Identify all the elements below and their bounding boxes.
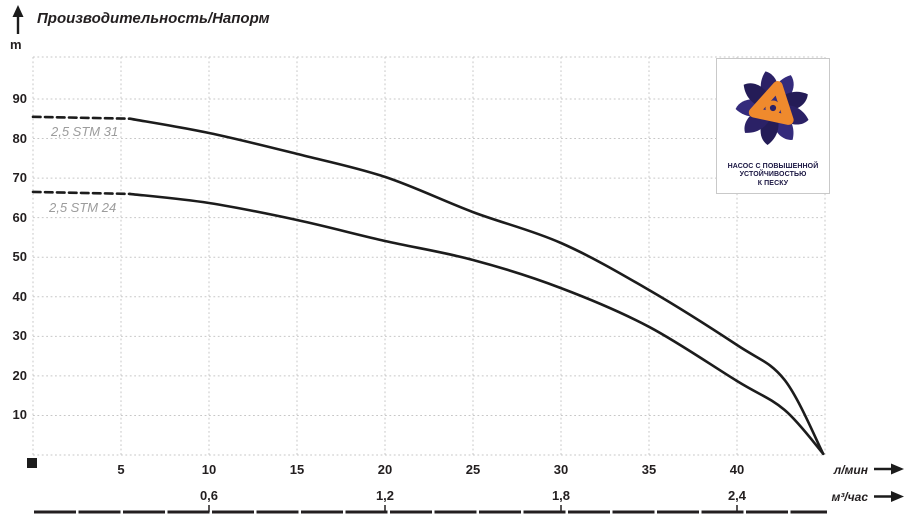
x-tick-lmin-label: 35 [641,462,657,477]
axis-unit-m3h: м³/час [831,490,868,504]
x-tick-lmin-label: 25 [465,462,481,477]
sand-resistance-badge: НАСОС С ПОВЫШЕННОЙ УСТОЙЧИВОСТЬЮ К ПЕСКУ [716,58,830,194]
pump-impeller-logo-icon [735,71,809,146]
up-arrow-icon [12,5,24,34]
badge-text-line: К ПЕСКУ [757,179,789,187]
y-axis-unit: m [10,37,22,52]
x-tick-lmin-label: 40 [729,462,745,477]
right-arrow-m3h-icon [874,491,904,502]
axis-unit-lmin: л/мин [833,463,868,477]
curve-label-stm24: 2,5 STM 24 [49,200,117,215]
x-tick-m3h-label: 0,6 [199,488,219,503]
logo-orange-impeller [748,80,794,125]
y-tick-label: 60 [12,210,27,225]
x-tick-lmin-label: 10 [201,462,217,477]
y-tick-label: 50 [12,249,27,264]
curve-label-stm31: 2,5 STM 31 [51,124,119,139]
right-arrow-lmin-icon [874,463,904,475]
origin-square-marker [27,458,37,468]
logo-center-hole [769,104,777,112]
x-tick-m3h-label: 1,2 [375,488,395,503]
x-tick-m3h-label: 1,8 [551,488,571,503]
y-tick-label: 40 [12,289,27,304]
y-tick-label: 30 [12,328,27,343]
y-tick-label: 90 [12,91,27,106]
y-tick-label: 70 [12,170,27,185]
x-tick-lmin-label: 5 [117,462,125,477]
y-tick-label: 10 [12,407,27,422]
badge-text-line: НАСОС С ПОВЫШЕННОЙ [727,162,819,170]
x-tick-lmin-label: 15 [289,462,305,477]
x-tick-lmin-label: 30 [553,462,569,477]
y-tick-label: 80 [12,131,27,146]
badge-text-line: УСТОЙЧИВОСТЬЮ [739,171,807,178]
y-tick-label: 20 [12,368,27,383]
x-tick-m3h-label: 2,4 [727,488,747,503]
x-tick-lmin-label: 20 [377,462,393,477]
page-title: Производительность/Напорм [37,10,270,27]
